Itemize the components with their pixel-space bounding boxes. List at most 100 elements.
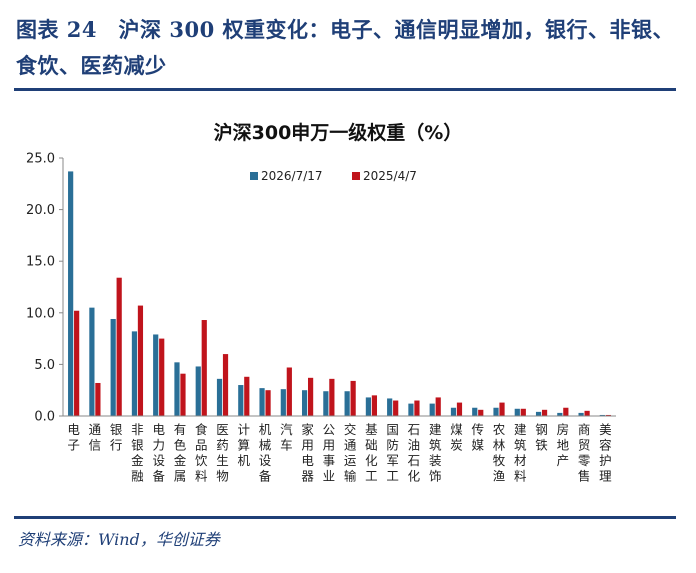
x-category-label: 石 [408,422,421,437]
bar-series-1 [599,414,605,416]
bar-series-1 [450,407,457,416]
bar-series-2 [95,382,101,416]
bar-series-2 [222,354,229,416]
x-category-label: 医 [216,422,229,437]
x-category-label: 车 [280,438,293,453]
y-tick-label: 5.0 [34,358,55,373]
x-category-label: 钢 [535,422,548,437]
x-category-label: 铁 [535,438,548,453]
y-tick-label: 20.0 [26,203,55,218]
bar-series-2 [584,410,590,416]
bar-series-2 [541,409,548,416]
x-category-label: 筑 [429,438,442,453]
x-category-label: 银 [131,438,144,453]
bar-series-2 [414,400,420,416]
bar-series-1 [131,331,138,416]
x-axis: 电子通信银行非银金融电力设备有色金属食品饮料医药生物计算机机械设备汽车家用电器公… [63,415,616,484]
bar-series-1 [387,398,393,416]
x-category-label: 材 [514,453,527,468]
x-category-label: 电 [152,422,165,437]
x-category-label: 色 [174,438,187,453]
x-category-label: 电 [301,453,314,468]
x-category-label: 事 [323,453,336,468]
bar-series-2 [265,390,271,416]
source-note: 资料来源：Wind，华创证券 [18,530,220,549]
x-category-label: 备 [259,469,272,484]
bar-series-1 [578,412,584,416]
x-category-label: 家 [301,422,314,437]
x-category-label: 金 [174,453,187,468]
x-category-label: 计 [238,422,251,437]
x-category-label: 机 [259,422,272,437]
bar-series-1 [323,391,329,416]
bar-series-2 [74,310,80,416]
x-category-label: 理 [599,469,612,484]
bar-series-1 [493,407,499,416]
x-category-label: 料 [514,469,527,484]
x-category-label: 械 [259,438,272,453]
x-category-label: 运 [344,453,357,468]
x-category-label: 装 [429,453,442,468]
x-category-label: 药 [216,438,229,453]
x-category-label: 美 [599,422,612,437]
legend-swatch [250,172,258,180]
x-category-label: 用 [301,438,314,453]
x-category-label: 饮 [195,453,208,468]
bar-series-1 [365,397,372,416]
x-category-label: 渔 [493,469,506,484]
x-category-label: 建 [429,422,442,437]
x-category-label: 交 [344,422,357,437]
legend-label: 2026/7/17 [261,169,323,183]
x-category-label: 子 [67,438,80,453]
bar-series-1 [344,391,350,416]
x-category-label: 机 [238,453,251,468]
bar-series-1 [514,408,520,416]
bar-series-2 [371,395,378,416]
x-category-label: 银 [110,422,123,437]
x-category-label: 防 [386,438,399,453]
x-category-label: 基 [365,422,378,437]
bar-series-2 [478,409,484,416]
x-category-label: 容 [599,438,612,453]
x-category-label: 融 [131,469,144,484]
bar-series-1 [110,318,116,416]
bar-series-1 [408,403,414,416]
bar-chart: 沪深300申万一级权重（%） 2026/7/17 2025/4/7 0.0 5.0 1… [26,121,616,484]
x-category-label: 备 [152,469,165,484]
bar-series-1 [153,334,159,416]
bar-series-1 [68,171,74,416]
chart-title: 沪深300申万一级权重（%） [214,121,463,144]
bar-series-1 [472,407,478,416]
x-category-label: 非 [131,422,144,437]
x-category-label: 化 [365,453,378,468]
bar-series-1 [174,362,180,416]
x-category-label: 媒 [471,438,484,453]
bar-series-2 [499,402,505,416]
top-rule [14,88,676,91]
x-category-label: 通 [89,422,102,437]
x-category-label: 工 [386,469,399,484]
y-tick-label: 0.0 [34,410,55,425]
bar-series-2 [286,367,292,416]
bar-series-2 [563,407,569,416]
x-category-label: 电 [67,422,80,437]
x-category-label: 林 [493,438,506,453]
x-category-label: 炭 [450,438,463,453]
x-category-label: 筑 [514,438,527,453]
x-category-label: 力 [152,438,165,453]
x-category-label: 军 [386,453,399,468]
bar-series-2 [116,277,122,416]
bar-series-1 [216,378,223,416]
bar-series-2 [244,376,250,416]
x-category-label: 零 [578,453,591,468]
x-category-label: 公 [323,422,336,437]
x-category-label: 生 [216,453,229,468]
legend: 2026/7/17 2025/4/7 [250,169,417,183]
bar-series-2 [456,402,463,416]
bar-series-1 [535,411,542,416]
bar-series-2 [137,305,144,416]
x-category-label: 化 [408,469,421,484]
bars [68,171,611,416]
x-category-label: 用 [323,438,336,453]
bar-series-2 [350,380,356,416]
